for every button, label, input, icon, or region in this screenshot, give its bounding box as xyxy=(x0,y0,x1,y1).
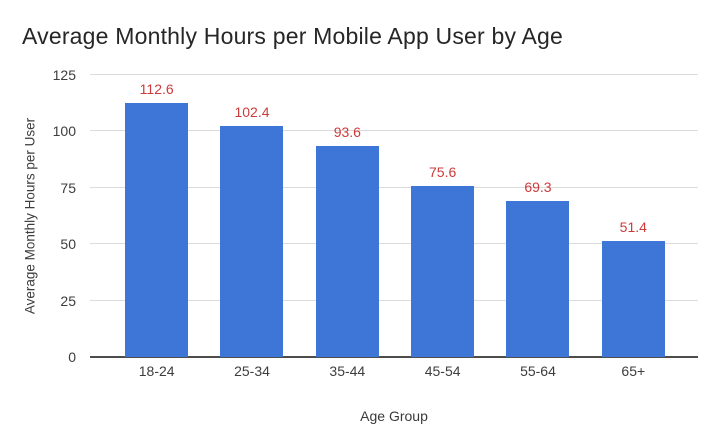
bar-slot: 93.6 xyxy=(300,75,395,357)
bar-value-label: 69.3 xyxy=(524,178,552,195)
bar-25-34 xyxy=(220,126,284,357)
x-tick-label: 55-64 xyxy=(520,363,556,379)
bar-value-label: 102.4 xyxy=(234,104,270,120)
x-axis-tick-labels: 18-24 25-34 35-44 45-54 55-64 65+ xyxy=(90,363,698,379)
x-tick-label: 18-24 xyxy=(138,363,175,379)
bar-35-44 xyxy=(315,145,379,357)
y-tick-label: 0 xyxy=(68,349,76,365)
bar-value-label: 75.6 xyxy=(429,164,457,181)
x-axis-title: Age Group xyxy=(360,408,428,424)
bar-value-label: 93.6 xyxy=(333,123,361,140)
gridline xyxy=(90,130,698,132)
bar-series: 112.6 102.4 93.6 75.6 69.3 51.4 xyxy=(90,75,698,357)
y-axis-title: Average Monthly Hours per User xyxy=(22,117,38,315)
bar-55-64 xyxy=(506,200,570,357)
bar-slot: 51.4 xyxy=(586,75,681,357)
bar-slot: 102.4 xyxy=(204,75,299,357)
bar-slot: 69.3 xyxy=(490,75,585,357)
plot-area: 0 25 50 75 100 125 112.6 102.4 93.6 75.6 69.3 51.4 xyxy=(53,68,698,364)
bar-slot: 75.6 xyxy=(395,75,490,357)
x-tick-label: 65+ xyxy=(621,363,646,379)
gridline xyxy=(90,74,698,75)
bar-45-54 xyxy=(411,186,475,357)
x-tick-label: 45-54 xyxy=(424,363,461,379)
y-tick-label: 125 xyxy=(52,67,76,83)
chart-title: Average Monthly Hours per Mobile App Use… xyxy=(22,23,564,49)
x-tick-label: 35-44 xyxy=(329,363,366,379)
y-tick-label: 75 xyxy=(60,179,76,196)
bar-value-label: 112.6 xyxy=(139,80,174,97)
y-tick-label: 25 xyxy=(60,292,76,309)
bar-slot: 112.6 xyxy=(109,75,204,357)
gridline xyxy=(90,186,698,188)
gridline xyxy=(90,299,698,301)
bar-65+ xyxy=(601,241,665,357)
y-tick-label: 50 xyxy=(60,236,76,253)
y-axis-tick-labels: 0 25 50 75 100 125 xyxy=(32,68,80,364)
bar-value-label: 51.4 xyxy=(619,219,647,236)
x-axis-baseline xyxy=(90,356,698,358)
bar-18-24 xyxy=(125,102,189,357)
gridline xyxy=(90,243,698,245)
x-tick-label: 25-34 xyxy=(234,363,270,379)
y-tick-label: 100 xyxy=(52,123,76,140)
